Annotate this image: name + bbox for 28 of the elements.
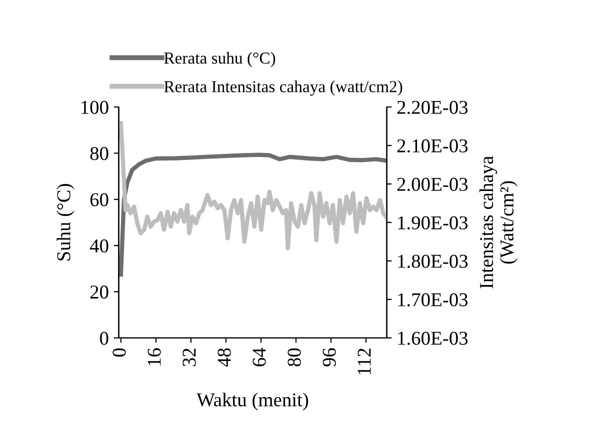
x-tick-label: 0	[112, 348, 126, 357]
y-tick-label: 20	[90, 286, 108, 299]
x-tick-label: 16	[148, 348, 161, 366]
y2-tick-label: 1.90E-03	[398, 216, 468, 230]
y2-tick-label: 1.80E-03	[398, 254, 468, 268]
line-series	[118, 152, 387, 277]
legend-label: Rerata suhu (°C)	[164, 52, 276, 68]
y2-tick-label: 2.20E-03	[397, 100, 468, 114]
line-series	[118, 121, 387, 250]
y2-tick-label: 2.00E-03	[397, 178, 468, 191]
legend-label: Rerata Intensitas cahaya (watt/cm2)	[164, 80, 402, 96]
x-tick-label: 112	[358, 348, 371, 374]
y-tick-label: 0	[100, 332, 108, 345]
y2-tick-label: 1.70E-03	[398, 293, 468, 306]
x-tick-label: 32	[182, 348, 196, 366]
y2-tick-label: 2.10E-03	[397, 139, 468, 153]
y-tick-label: 100	[82, 100, 108, 114]
x-tick-label: 48	[218, 348, 231, 367]
y-axis-title: Suhu (°C)	[56, 184, 74, 260]
x-tick-label: 96	[322, 348, 336, 366]
y2-tick-label: 1.60E-03	[398, 332, 468, 345]
y-tick-label: 60	[90, 193, 108, 206]
x-tick-label: 64	[252, 348, 266, 366]
y-tick-label: 40	[90, 239, 108, 252]
y2-axis-title: Intensitas cahaya (Watt/cm²)	[479, 156, 518, 288]
y-tick-label: 80	[90, 146, 108, 160]
x-axis-title: Waktu (menit)	[196, 392, 308, 410]
x-tick-label: 80	[288, 348, 301, 366]
